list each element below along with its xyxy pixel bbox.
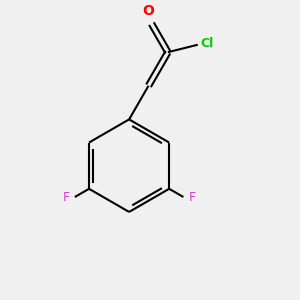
Text: Cl: Cl: [201, 37, 214, 50]
Text: F: F: [189, 190, 196, 203]
Text: F: F: [62, 190, 69, 203]
Text: O: O: [142, 4, 154, 18]
